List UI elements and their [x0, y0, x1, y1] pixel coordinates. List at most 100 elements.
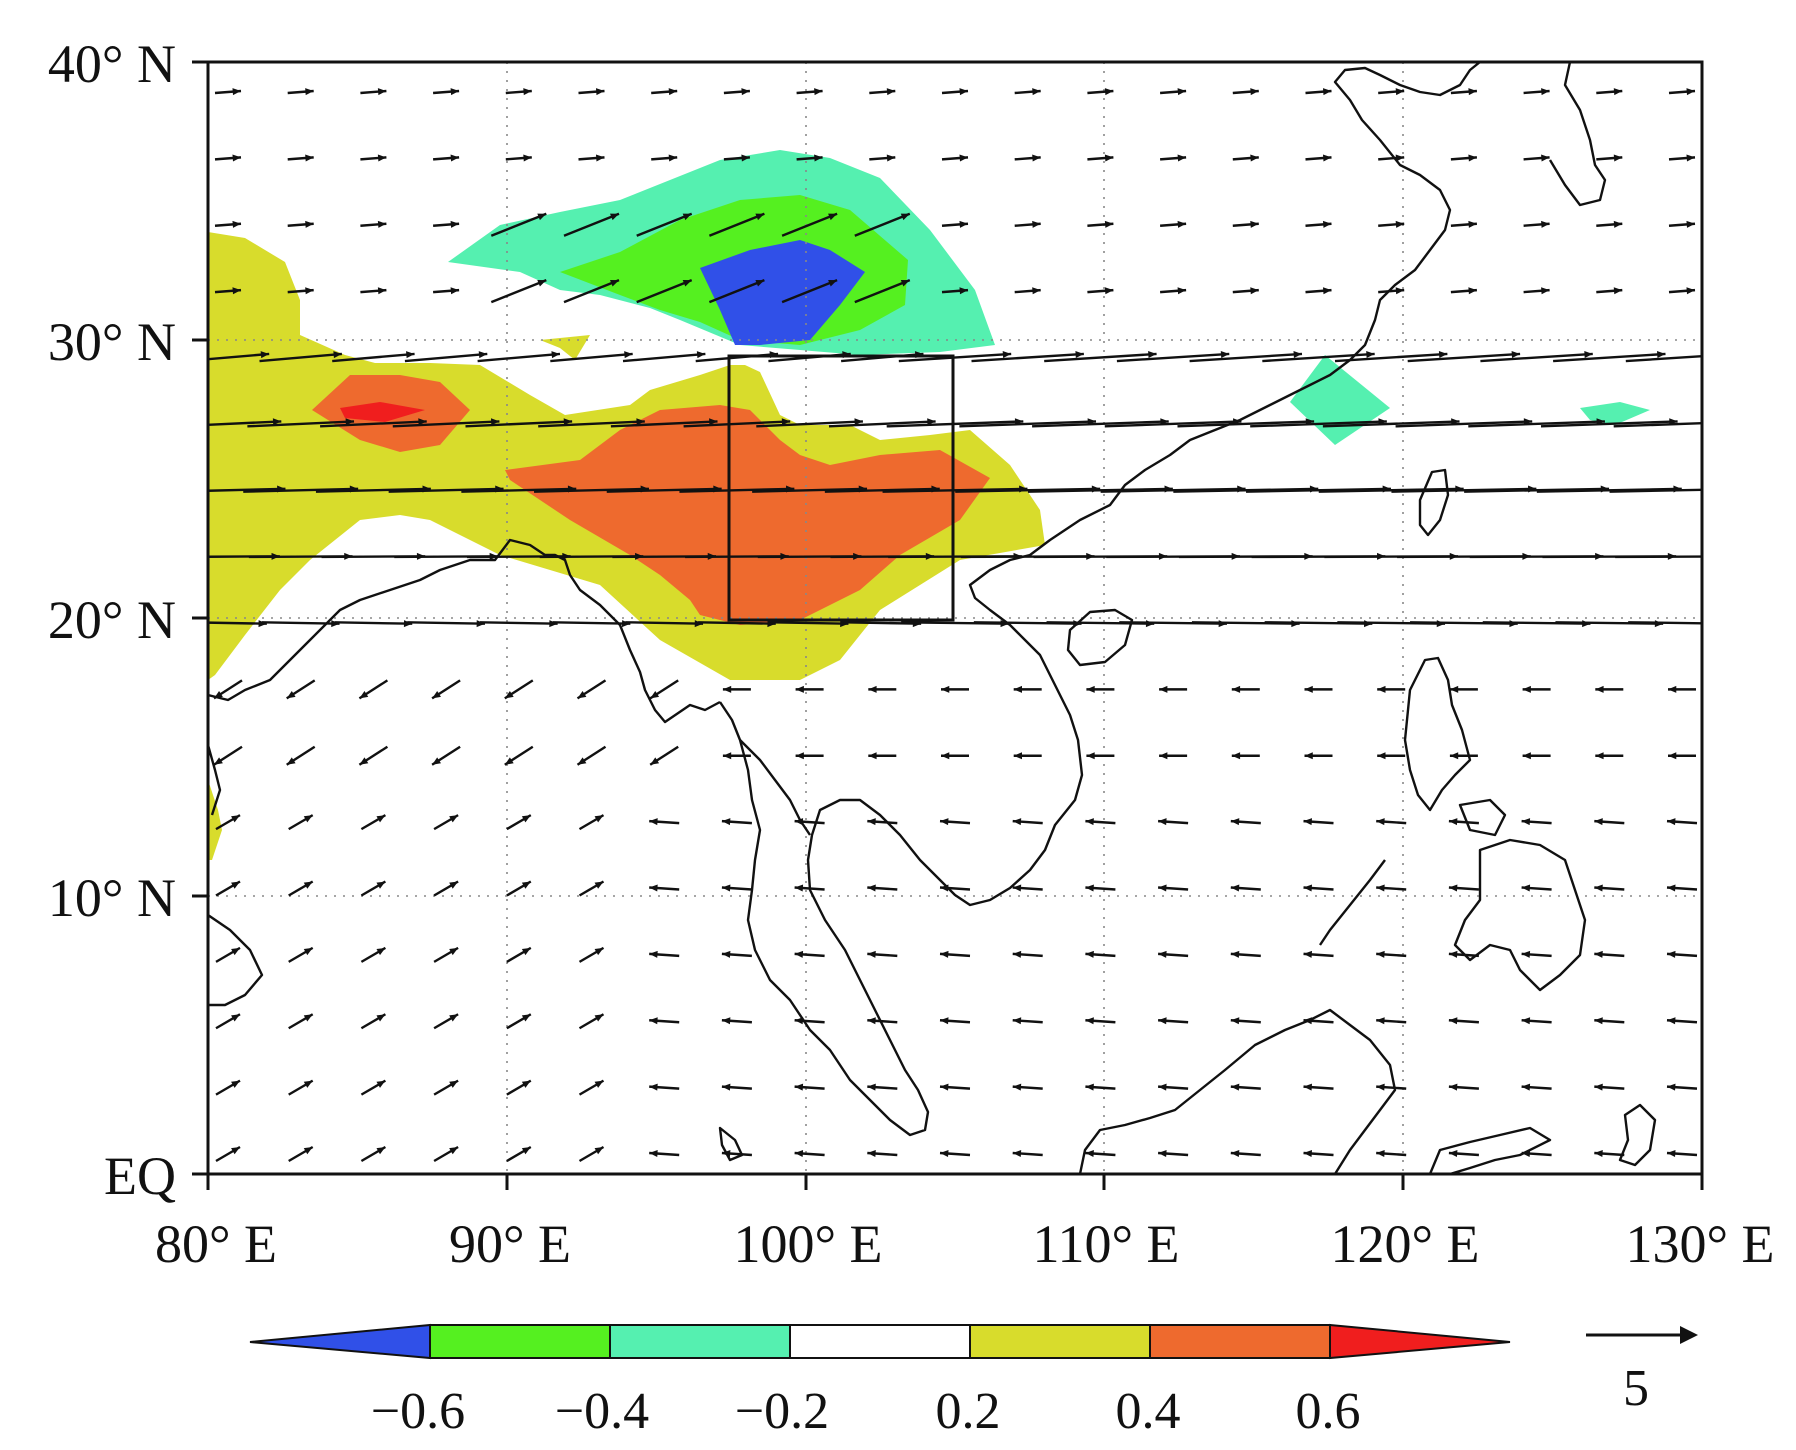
analysis-box — [727, 354, 955, 622]
wind-vector-head — [1002, 350, 1012, 358]
wind-vector — [1116, 352, 1230, 363]
wind-vector — [781, 279, 838, 304]
wind-vector-head — [940, 1083, 949, 1091]
wind-vector-head — [1613, 88, 1623, 96]
wind-vector-head — [650, 757, 660, 765]
wind-vector-head — [1594, 1017, 1603, 1025]
wind-vector-head — [610, 213, 619, 221]
wind-vector-head — [755, 213, 765, 221]
wind-vector-head — [1667, 1150, 1676, 1158]
wind-vector-head — [1595, 685, 1604, 693]
wind-vector — [636, 212, 693, 237]
wind-vector-head — [1085, 884, 1094, 892]
colorbar-label-2: −0.4 — [555, 1383, 649, 1440]
wind-vector-head — [694, 620, 704, 628]
wind-vector-head — [1521, 818, 1531, 826]
wind-vector-head — [1594, 950, 1603, 958]
wind-vector-head — [1220, 350, 1230, 358]
wind-vector — [534, 487, 649, 493]
wind-vector-head — [1158, 884, 1167, 892]
lon-label-100e: 100° E — [733, 1214, 882, 1274]
wind-vector-head — [1075, 350, 1084, 358]
wind-vector-head — [537, 279, 547, 287]
wind-vector-head — [359, 690, 369, 699]
wind-vector — [315, 487, 431, 493]
wind-vector — [1609, 488, 1702, 493]
wind-vector-head — [1686, 154, 1695, 162]
wind-vector-head — [696, 351, 706, 359]
colorbar-seg-yellow — [969, 1324, 1151, 1359]
graticule — [208, 62, 1702, 1174]
wind-vector-head — [624, 351, 633, 359]
wind-vector-head — [682, 213, 692, 221]
wind-vector-head — [1468, 287, 1477, 295]
wind-vector-head — [1250, 88, 1259, 96]
wind-vector-head — [504, 757, 514, 765]
wind-vector-head — [1304, 752, 1313, 760]
wind-vector-head — [1438, 350, 1448, 358]
wind-vector-head — [795, 685, 804, 693]
wind-vector-head — [1594, 1150, 1603, 1158]
wind-vector-head — [1377, 685, 1386, 693]
wind-vector-head — [1158, 1083, 1167, 1091]
wind-vector-head — [940, 1150, 949, 1158]
wind-vector-head — [1230, 884, 1240, 892]
wind-vector-head — [722, 752, 732, 760]
wind-vector-head — [814, 88, 823, 96]
wind-vector — [1100, 487, 1246, 493]
wind-vector-head — [867, 884, 876, 892]
coastline-srilanka — [208, 914, 264, 1007]
wind-vector-head — [303, 1080, 313, 1088]
lat-label-20n: 20° N — [48, 590, 176, 650]
colorbar-label-6: 0.6 — [1296, 1383, 1361, 1440]
wind-vector-head — [1158, 1150, 1167, 1158]
wind-vector-head — [900, 279, 910, 287]
wind-vector-head — [1303, 1150, 1313, 1158]
wind-vector — [490, 279, 547, 304]
wind-vector-head — [1395, 154, 1405, 162]
wind-vector-head — [359, 757, 369, 765]
wind-vector-head — [1376, 950, 1385, 958]
wind-vector-head — [941, 685, 950, 693]
wind-vector-head — [1594, 884, 1603, 892]
wind-vector — [461, 487, 577, 493]
wind-vector-head — [594, 815, 604, 823]
wind-vector-head — [1541, 220, 1550, 228]
wind-vector-head — [886, 154, 896, 162]
wind-vector-head — [867, 818, 876, 826]
wind-vector-head — [305, 220, 314, 228]
wind-vector-head — [303, 1014, 313, 1022]
wind-vector-head — [376, 1014, 386, 1022]
wind-vector-head — [303, 947, 313, 956]
wind-vector-head — [1104, 220, 1114, 228]
colorbar-seg-white — [789, 1324, 971, 1359]
wind-vectors — [208, 88, 1749, 1163]
wind-vector-head — [1741, 553, 1749, 560]
wind-vector-head — [610, 279, 619, 287]
wind-vector-head — [1322, 287, 1332, 295]
wind-vector-head — [867, 950, 876, 958]
wind-vector-head — [1032, 88, 1041, 96]
wind-vector — [1553, 352, 1666, 363]
wind-vector-head — [345, 418, 355, 426]
wind-vector-head — [231, 881, 240, 889]
wind-vector — [606, 487, 722, 493]
wind-vector-head — [376, 815, 386, 823]
wind-vector-head — [1448, 1083, 1458, 1091]
wind-vector-head — [377, 287, 387, 295]
wind-vector-head — [1376, 1083, 1385, 1091]
wind-vector-head — [650, 690, 660, 699]
wind-vector — [1044, 352, 1157, 363]
wind-vector-head — [1521, 950, 1531, 958]
wind-vector-head — [449, 1147, 459, 1155]
wind-vector-head — [450, 154, 460, 162]
wind-vector — [781, 212, 838, 237]
wind-vector-head — [1293, 350, 1302, 358]
wind-vector-head — [1667, 818, 1676, 826]
wind-vector-head — [232, 88, 241, 96]
wind-vector — [392, 420, 500, 428]
wind-vector-head — [1013, 685, 1022, 693]
wind-vector-head — [1303, 884, 1313, 892]
wind-vector — [955, 487, 1101, 493]
wind-vector-head — [794, 1150, 804, 1158]
